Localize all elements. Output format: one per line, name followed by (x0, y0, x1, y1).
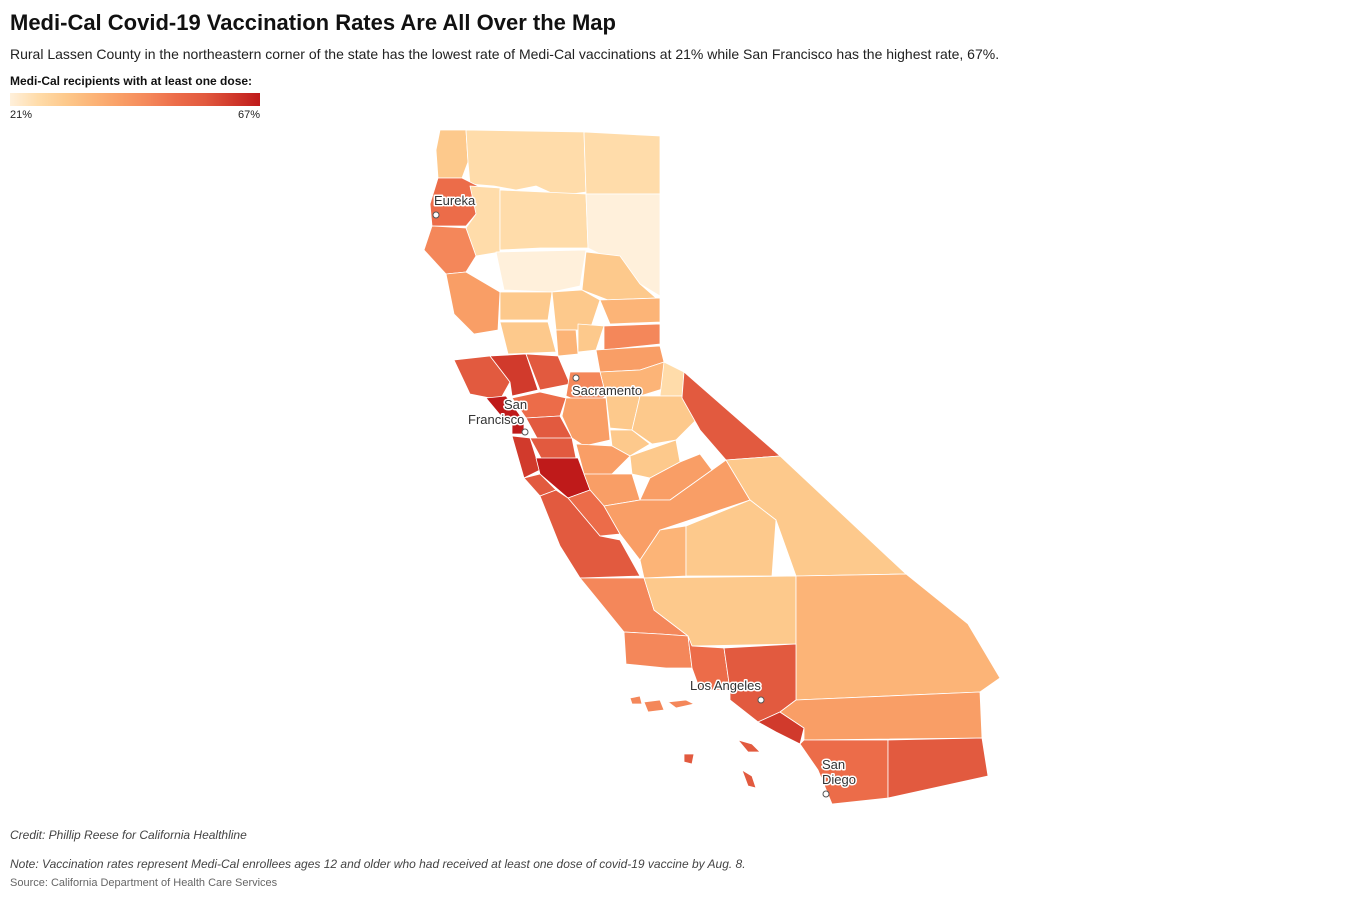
island-san-clemente (741, 769, 757, 789)
county-solano[interactable] (511, 391, 567, 419)
county-monterey[interactable] (539, 489, 641, 579)
page-title: Medi-Cal Covid-19 Vaccination Rates Are … (10, 10, 616, 35)
san-francisco-marker-icon (521, 428, 529, 436)
footnote: Note: Vaccination rates represent Medi-C… (10, 857, 746, 871)
city-label-san-diego-line2: Diego (822, 772, 856, 787)
legend-title: Medi-Cal recipients with at least one do… (10, 74, 253, 88)
county-imperial[interactable] (887, 737, 989, 799)
county-orange[interactable] (757, 711, 805, 745)
legend-gradient-bar (10, 93, 260, 106)
los-angeles-marker-icon (757, 696, 765, 704)
county-mono[interactable] (681, 371, 781, 461)
county-san-bernardino[interactable] (795, 573, 1001, 701)
county-mendocino[interactable] (423, 225, 477, 275)
city-label-san-diego-line1: San (822, 757, 845, 772)
color-legend: Medi-Cal recipients with at least one do… (10, 74, 260, 125)
eureka-marker-icon (432, 211, 440, 219)
san-diego-marker-icon (822, 790, 830, 798)
county-tulare[interactable] (685, 499, 777, 577)
county-calaveras[interactable] (609, 429, 651, 457)
county-del-norte[interactable] (435, 129, 469, 179)
county-riverside[interactable] (779, 691, 983, 741)
island-san-nicolas (683, 753, 695, 765)
legend-max-label: 67% (237, 109, 260, 121)
county-glenn[interactable] (499, 291, 553, 321)
source-line: Source: California Department of Health … (10, 877, 278, 889)
county-modoc[interactable] (583, 131, 661, 195)
county-humboldt[interactable] (429, 177, 479, 227)
county-alameda[interactable] (529, 437, 577, 461)
island-santa-catalina (737, 739, 761, 753)
city-label-sacramento: Sacramento (572, 383, 642, 398)
island-anacapa (667, 699, 695, 709)
county-napa[interactable] (489, 353, 539, 397)
legend-min-label: 21% (10, 109, 33, 121)
county-siskiyou[interactable] (465, 129, 587, 197)
county-sierra[interactable] (599, 297, 661, 325)
county-shasta[interactable] (499, 189, 589, 251)
county-tehama[interactable] (495, 249, 587, 293)
sacramento-marker-icon (572, 374, 580, 382)
county-santa-barbara[interactable] (623, 631, 693, 669)
city-label-los-angeles: Los Angeles (690, 678, 761, 693)
island-santa-cruz (643, 699, 665, 713)
island-santa-rosa (629, 695, 643, 705)
city-label-san-francisco-line1: San (504, 397, 527, 412)
county-stanislaus[interactable] (575, 443, 631, 477)
county-lake[interactable] (445, 271, 501, 335)
county-butte[interactable] (551, 289, 601, 331)
city-label-san-francisco-line2: Francisco (468, 412, 524, 427)
city-label-eureka: Eureka (434, 193, 476, 208)
credit-line: Credit: Phillip Reese for California Hea… (10, 828, 247, 842)
county-colusa[interactable] (499, 321, 557, 355)
county-yuba[interactable] (577, 323, 605, 353)
page-subtitle: Rural Lassen County in the northeastern … (10, 46, 1000, 62)
county-marin[interactable] (485, 395, 523, 423)
county-sutter[interactable] (555, 329, 579, 357)
county-nevada[interactable] (603, 323, 661, 351)
county-alpine[interactable] (659, 361, 685, 397)
county-sonoma[interactable] (453, 355, 511, 401)
